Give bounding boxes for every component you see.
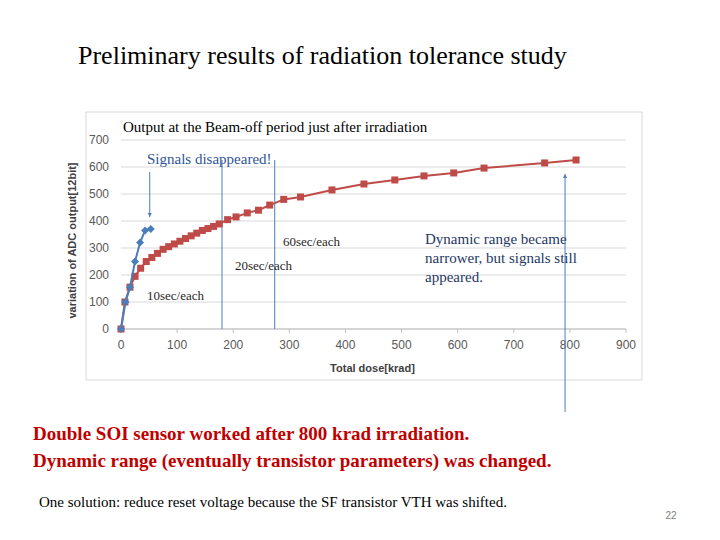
marker: [117, 325, 125, 333]
marker: [131, 258, 139, 266]
marker: [450, 169, 457, 176]
x-tick-label: 800: [560, 338, 580, 352]
y-axis-label: variation of ADC output[12bit]: [66, 162, 78, 318]
x-tick: [569, 329, 570, 333]
solution-text: One solution: reduce reset voltage becau…: [39, 494, 507, 510]
marker: [121, 298, 129, 306]
x-tick-label: 500: [392, 338, 412, 352]
slide-title: Preliminary results of radiation toleran…: [78, 41, 567, 70]
x-tick: [513, 329, 514, 333]
y-tick-label: 300: [89, 241, 109, 255]
x-tick: [289, 329, 290, 333]
x-tick: [626, 329, 627, 333]
x-tick-label: 600: [448, 338, 468, 352]
chart-frame: [86, 112, 642, 380]
marker: [391, 176, 398, 183]
annotation: 60sec/each: [283, 234, 341, 249]
marker: [360, 181, 367, 188]
phase-boundary: [222, 160, 223, 329]
y-tick-label: 500: [89, 187, 109, 201]
grid-line: [121, 329, 626, 330]
marker: [136, 239, 144, 247]
x-axis-label: Total dose[krad]: [330, 362, 415, 374]
marker: [280, 196, 287, 203]
series-line: [121, 229, 151, 329]
marker: [137, 265, 144, 272]
marker: [573, 156, 580, 163]
grid-line: [121, 194, 626, 195]
chart-title: Output at the Beam-off period just after…: [123, 119, 428, 135]
marker: [297, 193, 304, 200]
marker: [141, 226, 149, 234]
x-tick: [401, 329, 402, 333]
x-tick-label: 0: [118, 338, 125, 352]
canvas: Preliminary results of radiation toleran…: [0, 0, 720, 540]
series-line: [121, 160, 576, 329]
marker: [421, 172, 428, 179]
phase-boundary: [274, 160, 275, 329]
marker: [541, 159, 548, 166]
y-tick-label: 200: [89, 268, 109, 282]
grid-line: [121, 275, 626, 276]
x-tick-label: 200: [223, 338, 243, 352]
marker: [126, 284, 133, 291]
y-tick-label: 700: [89, 133, 109, 147]
arrow: [565, 174, 566, 412]
marker: [216, 220, 223, 227]
marker: [233, 213, 240, 220]
annotation-line: appeared.: [425, 269, 483, 285]
arrow: [149, 172, 150, 217]
x-tick-label: 400: [335, 338, 355, 352]
arrow-head: [148, 213, 152, 217]
x-tick-label: 900: [616, 338, 636, 352]
marker: [224, 216, 231, 223]
x-tick: [177, 329, 178, 333]
y-tick-label: 400: [89, 214, 109, 228]
x-tick: [233, 329, 234, 333]
conclusion: Dynamic range (eventually transistor par…: [33, 450, 551, 472]
grid-line: [121, 248, 626, 249]
arrow-head: [563, 174, 567, 178]
x-tick-label: 100: [167, 338, 187, 352]
x-axis: [121, 329, 626, 330]
marker: [255, 207, 262, 214]
x-tick: [345, 329, 346, 333]
annotation: Signals disappeared!: [147, 151, 272, 167]
annotation: 20sec/each: [235, 258, 293, 273]
y-tick-label: 100: [89, 295, 109, 309]
marker: [147, 225, 155, 233]
marker: [328, 186, 335, 193]
marker: [118, 326, 125, 333]
annotation-line: Dynamic range became: [425, 231, 567, 247]
marker: [481, 165, 488, 172]
grid-line: [121, 140, 626, 141]
plot-area: [117, 156, 580, 333]
marker: [126, 283, 134, 291]
y-tick-label: 0: [102, 322, 109, 336]
annotation-line: narrower, but signals still: [425, 250, 577, 266]
marker: [244, 209, 251, 216]
conclusion: Double SOI sensor worked after 800 krad …: [33, 423, 469, 444]
x-tick: [457, 329, 458, 333]
slide: Preliminary results of radiation toleran…: [0, 0, 720, 540]
marker: [266, 202, 273, 209]
annotation: 10sec/each: [147, 288, 205, 303]
y-tick-label: 600: [89, 160, 109, 174]
x-tick-label: 700: [504, 338, 524, 352]
x-tick-label: 300: [279, 338, 299, 352]
grid-line: [121, 221, 626, 222]
page-number: 22: [665, 510, 677, 521]
